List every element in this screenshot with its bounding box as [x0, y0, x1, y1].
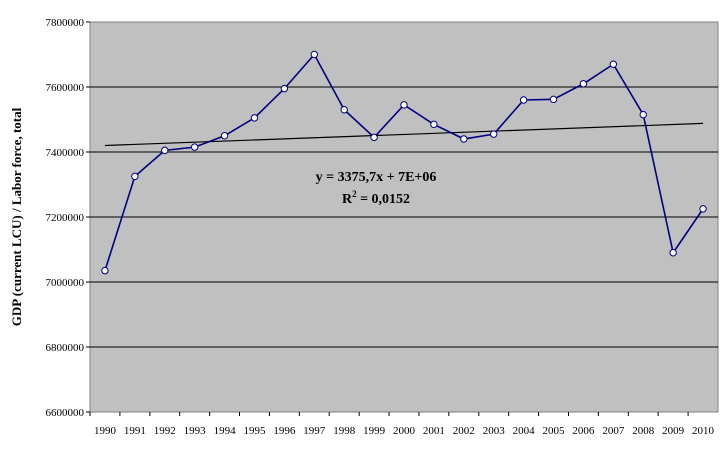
y-tick-label: 6600000	[46, 407, 85, 419]
x-tick-label: 1996	[273, 425, 296, 437]
x-tick-label: 1999	[363, 425, 386, 437]
y-axis-title: GDP (current LCU) / Labor force, total	[9, 107, 24, 326]
y-tick-label: 7200000	[46, 212, 85, 224]
y-axis-tick-labels: 6600000 6800000 7000000 7200000 7400000 76000…	[46, 17, 85, 419]
x-tick-label: 2003	[483, 425, 506, 437]
data-point	[609, 60, 618, 68]
data-point	[699, 205, 707, 213]
x-tick-label: 2008	[632, 425, 655, 437]
x-tick-label: 2007	[602, 425, 625, 437]
data-point	[370, 133, 378, 142]
x-tick-label: 1997	[303, 425, 326, 437]
y-tick-label: 7000000	[46, 277, 85, 289]
r2-superscript: 2	[352, 189, 357, 199]
x-tick-label: 2009	[662, 425, 685, 437]
x-tick-label: 2001	[423, 425, 445, 437]
x-tick-label: 1994	[214, 425, 237, 437]
data-point	[280, 84, 289, 93]
x-tick-label: 2005	[543, 425, 566, 437]
x-tick-label: 2006	[572, 425, 595, 437]
x-tick-label: 1993	[184, 425, 207, 437]
data-point	[639, 110, 647, 119]
x-tick-label: 2000	[393, 425, 416, 437]
data-point	[250, 114, 259, 122]
x-axis-tick-labels: 1990 1991 1992 1993 1994 1995 1996 1997 1998 1999…	[94, 425, 715, 437]
x-tick-label: 1998	[333, 425, 356, 437]
gridlines	[86, 21, 718, 416]
data-point	[220, 132, 229, 140]
x-tick-label: 2010	[692, 425, 715, 437]
r2-prefix: R	[342, 192, 353, 207]
data-point	[161, 146, 169, 155]
trendline	[104, 122, 704, 147]
data-point	[101, 266, 109, 275]
data-point	[190, 143, 199, 151]
data-point	[460, 135, 468, 143]
data-point	[340, 106, 348, 114]
y-tick-label: 7600000	[46, 82, 85, 94]
x-tick-label: 1995	[243, 425, 266, 437]
trendline-equation: y = 3375,7x + 7E+06	[316, 170, 437, 185]
r2-value: = 0,0152	[357, 192, 410, 207]
x-tick-label: 1990	[94, 425, 117, 437]
y-tick-label: 7800000	[46, 17, 85, 29]
data-point	[430, 120, 438, 129]
trendline-r-squared: R2 = 0,0152	[342, 189, 410, 207]
y-tick-label: 7400000	[46, 147, 85, 159]
data-point	[400, 101, 408, 109]
data-point	[579, 80, 588, 88]
data-point	[490, 130, 498, 138]
data-point	[519, 96, 528, 104]
data-point	[131, 172, 139, 181]
x-tick-label: 2004	[513, 425, 536, 437]
data-point	[669, 249, 677, 257]
data-point	[549, 95, 558, 104]
series-points	[101, 50, 707, 275]
x-tick-label: 1991	[124, 425, 146, 437]
data-point	[310, 50, 318, 59]
y-tick-label: 6800000	[46, 342, 85, 354]
x-tick-label: 2002	[453, 425, 475, 437]
x-tick-label: 1992	[154, 425, 176, 437]
